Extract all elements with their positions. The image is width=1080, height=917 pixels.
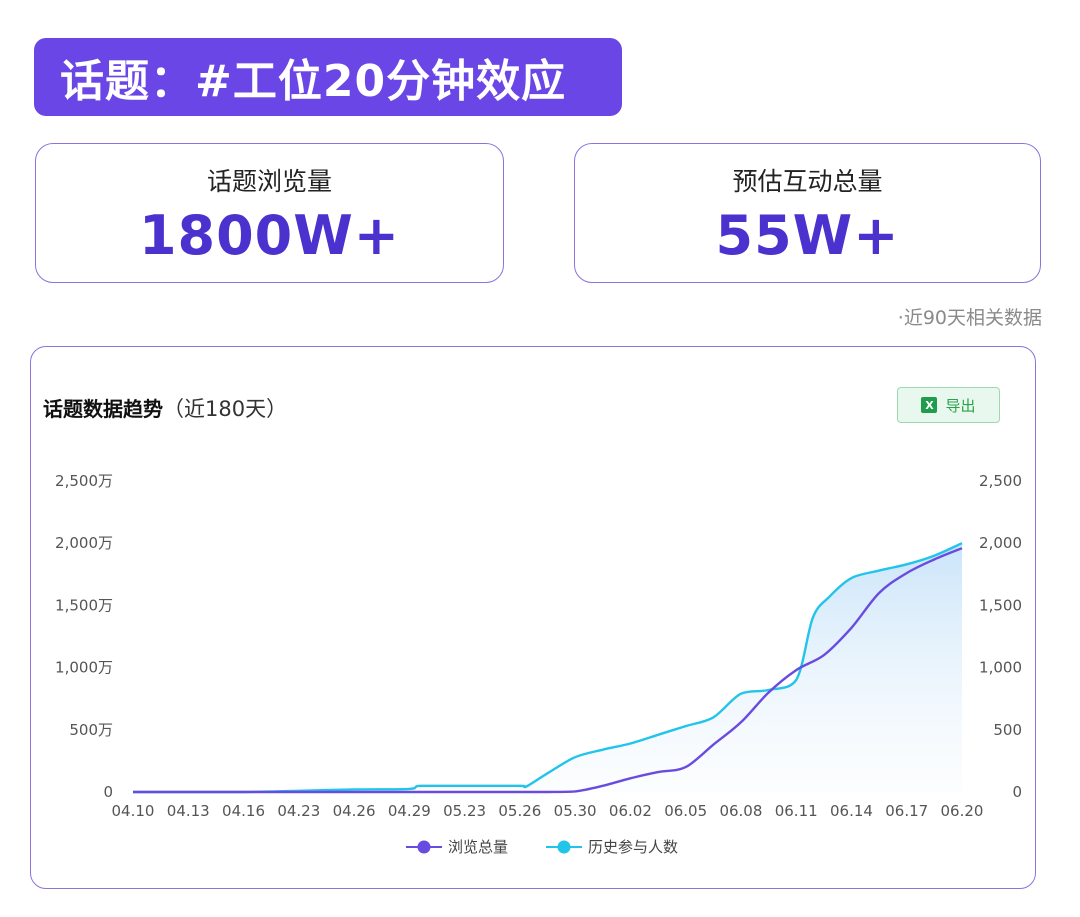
x-axis-tick: 04.26 [333,802,376,820]
legend-marker [417,840,431,854]
interactions-value: 55W+ [715,204,900,267]
left-axis-tick: 1,000万 [55,659,113,677]
chart-title-main: 话题数据趋势 [43,397,163,421]
x-axis-tick: 06.20 [941,802,984,820]
left-axis-tick: 500万 [69,721,113,739]
x-axis-tick: 04.13 [167,802,210,820]
interactions-stat-card: 预估互动总量 55W+ [574,143,1041,283]
interactions-label: 预估互动总量 [732,167,883,196]
left-axis-tick: 2,500万 [55,472,113,490]
views-value: 1800W+ [138,204,401,267]
x-axis-tick: 04.23 [277,802,320,820]
topic-title: 话题：#工位20分钟效应 [60,56,567,107]
x-axis-tick: 06.11 [775,802,818,820]
series-area [133,543,962,792]
series-line-1 [132,547,963,794]
x-axis-tick: 05.23 [443,802,486,820]
right-axis-tick: 2,500 [979,472,1022,490]
export-button[interactable]: X 导出 [897,387,1000,423]
x-axis-tick: 06.17 [885,802,928,820]
x-axis-tick: 05.30 [554,802,597,820]
x-axis-tick: 04.16 [222,802,265,820]
x-axis-tick: 06.05 [664,802,707,820]
x-axis-tick: 06.14 [830,802,873,820]
views-stat-card: 话题浏览量 1800W+ [35,143,504,283]
export-label: 导出 [945,396,976,415]
left-axis-tick: 2,000万 [55,534,113,552]
left-axis-tick: 1,500万 [55,596,113,614]
x-axis-tick: 06.02 [609,802,652,820]
legend-marker [557,840,571,854]
data-range-note: ·近90天相关数据 [897,307,1042,329]
x-axis-tick: 04.10 [112,802,155,820]
x-axis-tick: 06.08 [719,802,762,820]
chart-title-sub: （近180天） [163,397,288,421]
topic-banner: 话题：#工位20分钟效应 [34,38,622,116]
right-axis-tick: 2,000 [979,534,1022,552]
right-axis-tick: 0 [1012,783,1022,801]
right-axis-tick: 1,500 [979,596,1022,614]
right-axis-tick: 1,000 [979,659,1022,677]
legend-item-label: 浏览总量 [448,838,508,856]
views-label: 话题浏览量 [206,167,332,196]
left-axis-tick: 0 [103,783,113,801]
x-axis-tick: 05.26 [498,802,541,820]
excel-icon: X [921,397,938,413]
x-axis-tick: 04.29 [388,802,431,820]
legend-item-label: 历史参与人数 [588,838,678,856]
chart-title: 话题数据趋势（近180天） [43,393,287,423]
right-axis-tick: 500 [993,721,1022,739]
series-line-2 [132,542,963,794]
